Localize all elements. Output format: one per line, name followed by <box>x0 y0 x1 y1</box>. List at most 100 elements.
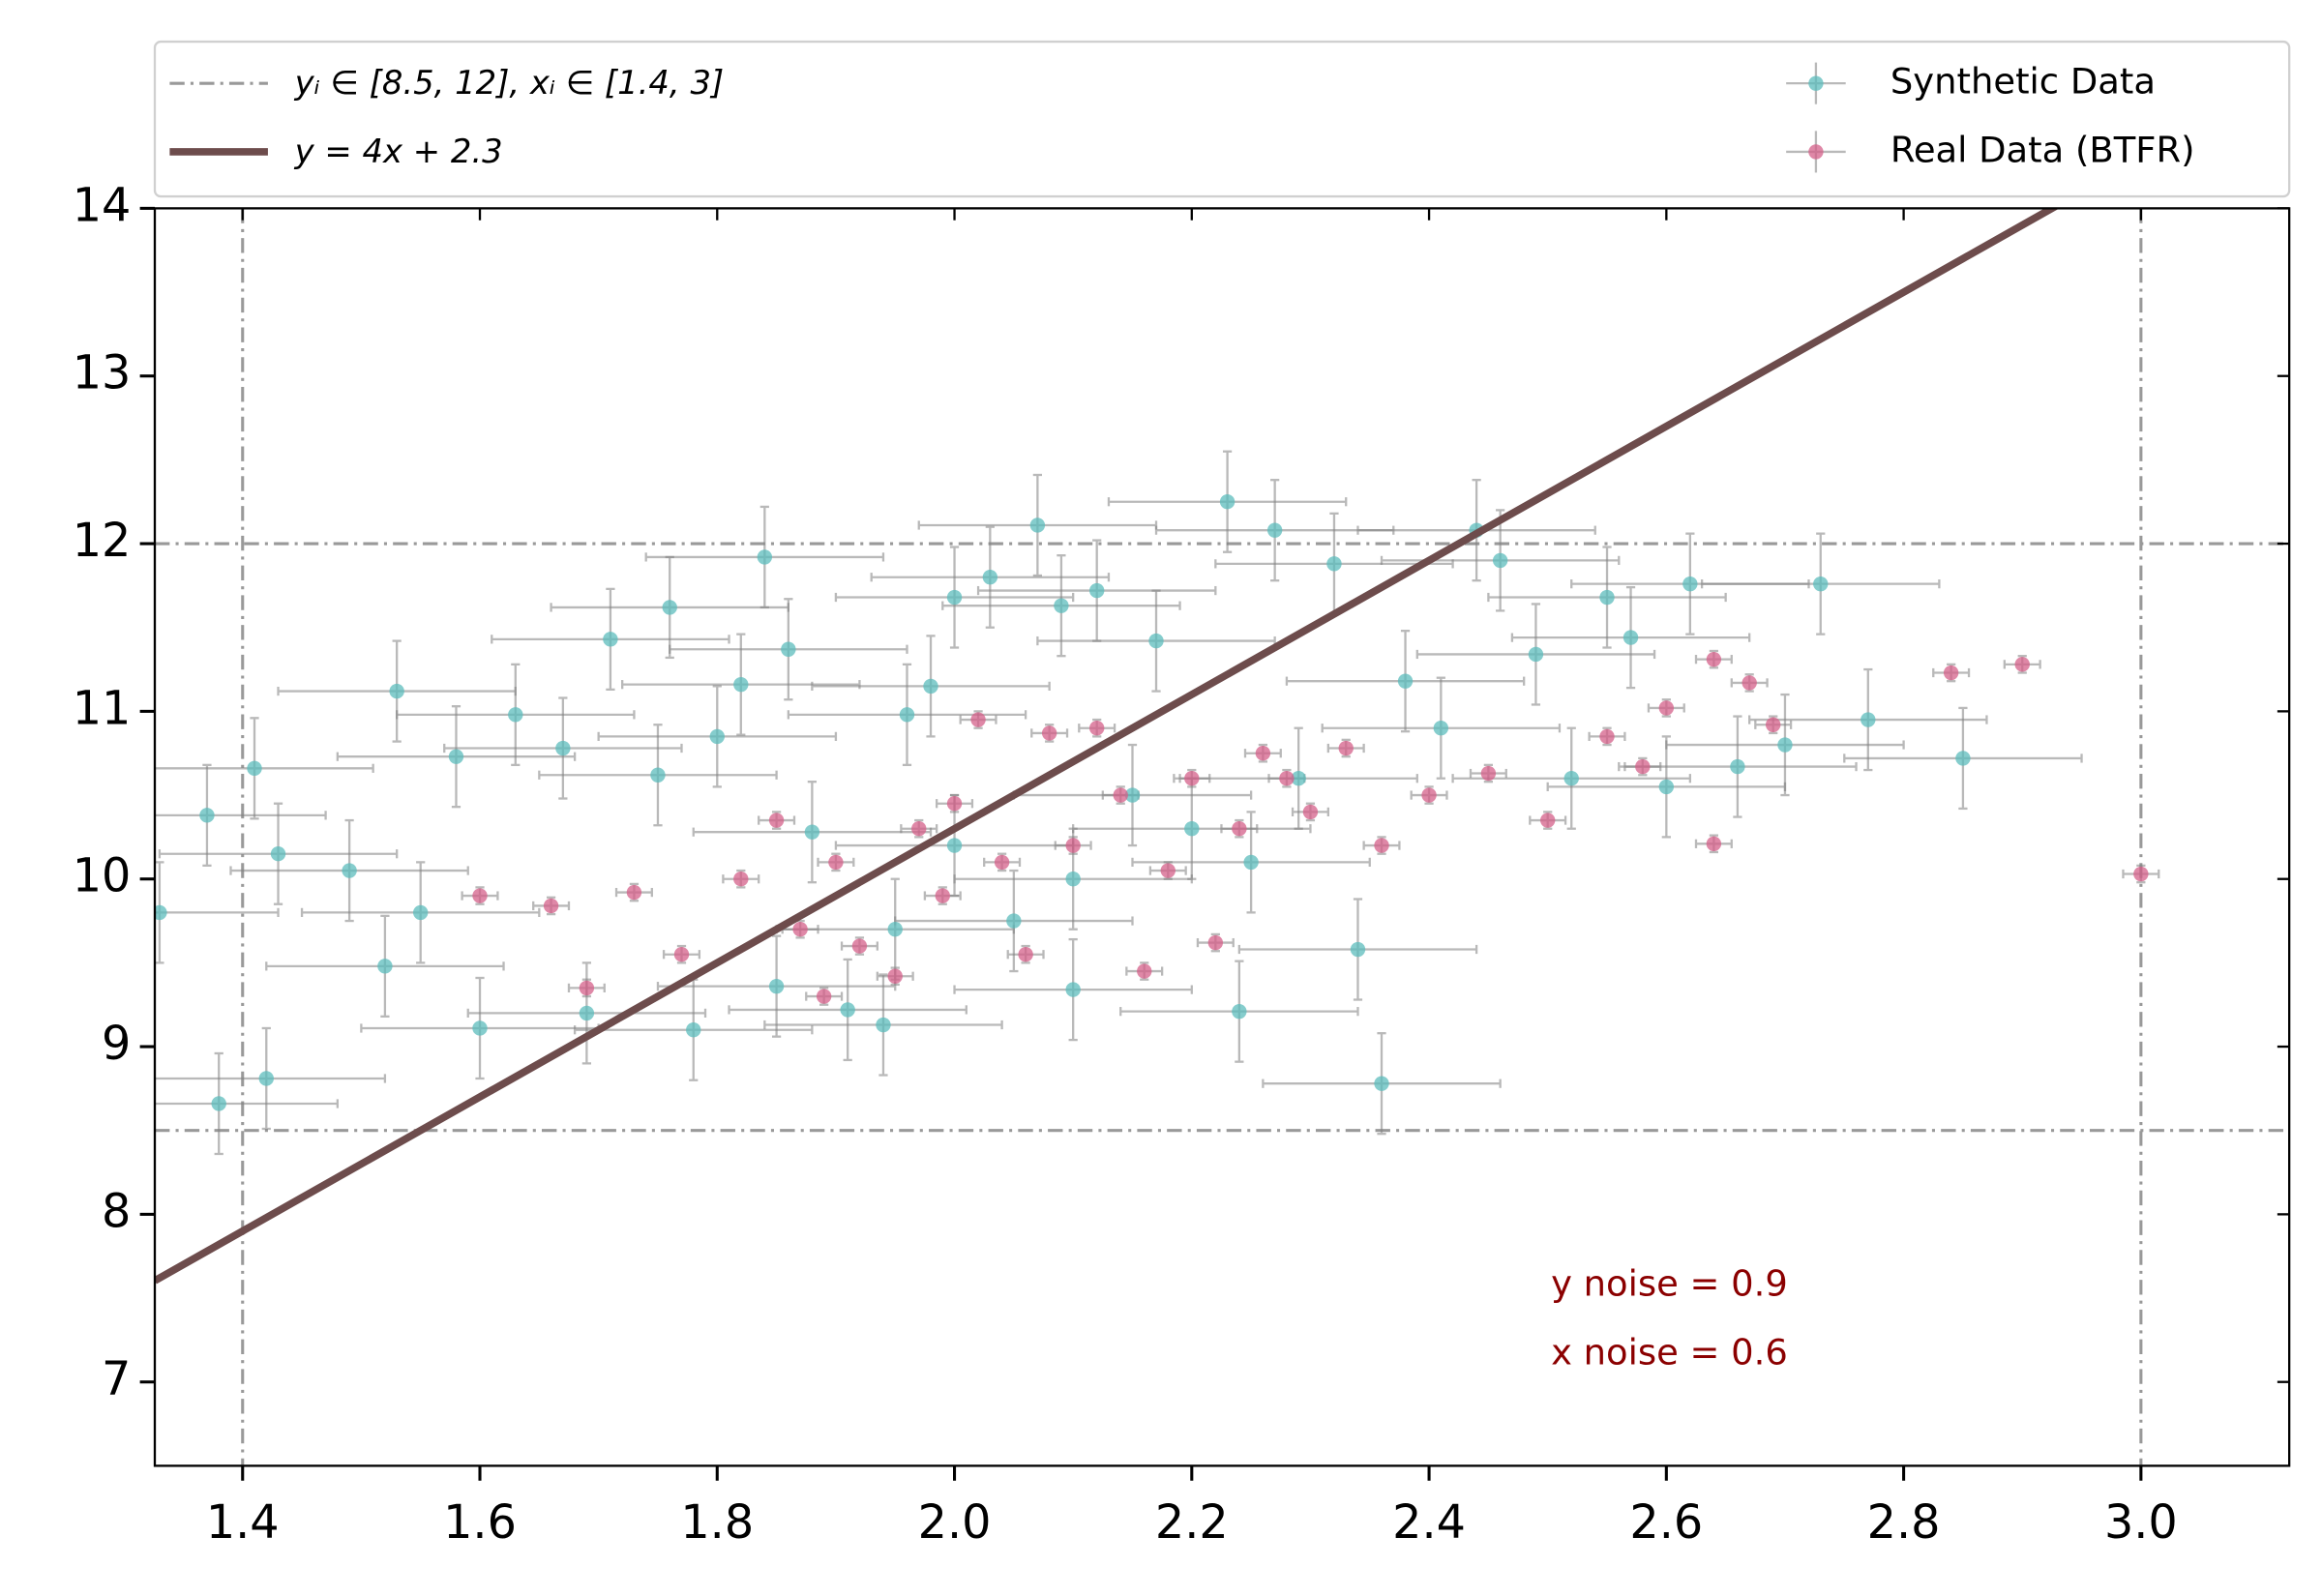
y-tick-label: 11 <box>73 682 132 735</box>
point <box>1041 725 1057 741</box>
point <box>1113 787 1128 803</box>
point <box>508 707 523 723</box>
x-tick-label: 2.8 <box>1867 1496 1941 1550</box>
point <box>733 676 749 693</box>
point <box>1658 700 1675 716</box>
point <box>946 796 963 812</box>
point <box>1302 804 1319 820</box>
point <box>935 888 950 903</box>
point <box>1730 758 1745 775</box>
point <box>555 740 571 756</box>
point <box>1706 651 1722 667</box>
point <box>768 813 785 828</box>
point <box>876 1017 891 1033</box>
point <box>1291 771 1306 786</box>
y-tick-label: 10 <box>73 850 132 903</box>
legend-box <box>153 40 2291 198</box>
point <box>709 728 725 745</box>
point <box>650 767 666 783</box>
point <box>662 600 677 615</box>
legend-label: yᵢ ∈ [8.5, 12], xᵢ ∈ [1.4, 3] <box>294 64 725 102</box>
x-tick-label: 2.2 <box>1155 1496 1229 1550</box>
point <box>1089 582 1105 599</box>
x-tick-label: 2.6 <box>1629 1496 1703 1550</box>
point <box>840 1002 855 1018</box>
point <box>781 641 796 657</box>
point <box>1528 646 1544 663</box>
point <box>1955 751 1971 766</box>
point <box>1635 758 1651 775</box>
point <box>413 904 429 921</box>
point <box>1232 821 1247 837</box>
point <box>1599 589 1615 606</box>
x-tick-label: 2.4 <box>1392 1496 1466 1550</box>
point <box>1350 941 1366 958</box>
point <box>1374 838 1389 853</box>
point <box>1433 721 1449 736</box>
point <box>1219 494 1235 510</box>
plot-frame <box>153 207 2291 1467</box>
point <box>1658 779 1675 795</box>
point <box>603 632 618 647</box>
annotation: x noise = 0.6 <box>1551 1332 1788 1374</box>
point <box>1279 771 1295 786</box>
point <box>247 760 262 777</box>
point <box>472 888 488 903</box>
point <box>1813 576 1829 592</box>
point <box>899 707 915 723</box>
point <box>686 1022 701 1038</box>
point <box>851 938 868 954</box>
point <box>946 589 963 606</box>
point <box>448 749 464 764</box>
point <box>1742 675 1757 691</box>
point <box>768 978 785 994</box>
point <box>1184 771 1200 786</box>
point <box>887 922 903 937</box>
fit-line <box>155 208 2060 1285</box>
point <box>2133 866 2149 882</box>
y-tick-label: 14 <box>73 179 132 232</box>
point <box>1421 787 1437 803</box>
point <box>1492 552 1508 569</box>
y-tick-label: 13 <box>73 347 132 400</box>
point <box>1243 854 1259 871</box>
point <box>543 898 559 914</box>
point <box>911 821 927 837</box>
point <box>579 1005 595 1021</box>
point <box>1622 630 1639 645</box>
point <box>994 854 1010 871</box>
point <box>579 980 595 996</box>
legend-label: y = 4x + 2.3 <box>294 133 503 170</box>
point <box>1207 934 1224 951</box>
y-tick-label: 7 <box>102 1353 131 1406</box>
point <box>377 959 393 974</box>
point <box>1540 813 1556 828</box>
point <box>1255 746 1271 761</box>
y-tick-label: 9 <box>102 1018 131 1071</box>
point <box>1266 522 1283 538</box>
point <box>1374 1076 1389 1091</box>
point <box>1943 665 1959 681</box>
point <box>804 824 820 840</box>
point <box>389 683 404 699</box>
x-tick-label: 1.8 <box>680 1496 754 1550</box>
point <box>887 968 903 984</box>
point <box>1089 721 1105 736</box>
point <box>1006 913 1022 929</box>
legend-marker <box>1808 144 1824 160</box>
point <box>1326 556 1342 572</box>
point <box>828 854 844 871</box>
point <box>757 549 773 565</box>
y-tick-label: 12 <box>73 515 132 568</box>
point <box>258 1071 274 1086</box>
point <box>733 872 749 887</box>
point <box>1160 863 1176 878</box>
y-tick-label: 8 <box>102 1185 131 1238</box>
point <box>1861 712 1876 727</box>
point <box>1599 728 1615 745</box>
legend-label: Synthetic Data <box>1890 61 2156 103</box>
point <box>1338 740 1354 756</box>
point <box>1184 821 1200 837</box>
